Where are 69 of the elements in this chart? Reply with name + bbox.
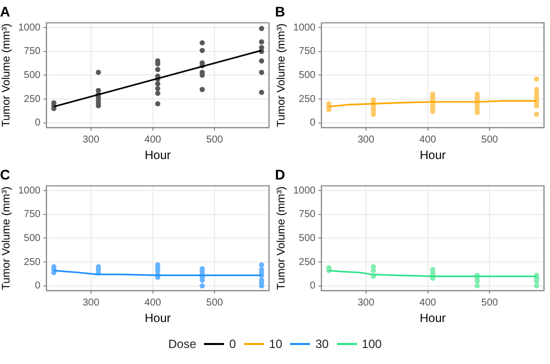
x-tick-label: 500 — [481, 134, 498, 146]
y-tick-label: 750 — [24, 46, 41, 58]
legend-label: 30 — [315, 337, 329, 351]
chart-title: C — [0, 166, 10, 182]
y-tick-label: 500 — [24, 232, 41, 244]
point — [155, 66, 160, 72]
y-tick-label: 0 — [310, 280, 316, 292]
legend-label: 10 — [268, 337, 282, 351]
x-tick-label: 500 — [206, 297, 224, 308]
point — [258, 90, 264, 95]
y-tick-label: 250 — [298, 256, 316, 268]
point — [155, 81, 160, 86]
point — [200, 283, 205, 288]
y-tick-label: 1000 — [293, 22, 316, 34]
x-tick-label: 300 — [82, 297, 100, 308]
y-tick-label: 250 — [24, 94, 41, 105]
x-tick-label: 400 — [144, 297, 162, 308]
y-tick-label: 0 — [34, 280, 41, 292]
point — [96, 70, 101, 75]
y-tick-label: 1000 — [293, 185, 316, 196]
y-axis-title: Tumor Volume (mm³) — [276, 23, 288, 127]
point — [534, 112, 540, 117]
y-tick-label: 0 — [34, 118, 41, 129]
point — [155, 86, 160, 92]
y-tick-label: 750 — [298, 46, 316, 58]
point — [200, 48, 205, 54]
y-axis-title: Tumor Volume (mm³) — [276, 186, 288, 290]
x-tick-label: 400 — [144, 134, 162, 146]
point — [534, 76, 540, 82]
y-tick-label: 250 — [298, 94, 316, 105]
point — [200, 40, 205, 46]
y-tick-label: 750 — [298, 209, 316, 220]
y-tick-label: 750 — [24, 209, 41, 220]
point — [258, 58, 264, 64]
y-tick-label: 500 — [298, 232, 316, 244]
point — [534, 283, 540, 288]
legend-label: 100 — [362, 337, 382, 351]
x-tick-label: 400 — [419, 134, 437, 146]
point — [258, 70, 264, 75]
point — [258, 26, 264, 32]
x-tick-label: 300 — [358, 297, 375, 308]
x-tick-label: 500 — [481, 297, 498, 308]
x-tick-label: 300 — [358, 134, 375, 146]
x-axis-title: Hour — [420, 148, 446, 162]
y-tick-label: 1000 — [18, 185, 41, 196]
point — [155, 90, 160, 96]
point — [258, 262, 264, 268]
y-axis-title: Tumor Volume (mm³) — [0, 23, 13, 127]
x-tick-label: 500 — [206, 134, 224, 146]
legend-title: Dose — [168, 337, 196, 351]
legend-label: 0 — [229, 337, 236, 351]
x-tick-label: 400 — [419, 297, 437, 308]
x-axis-title: Hour — [420, 311, 446, 326]
chart-title: A — [0, 3, 10, 20]
y-axis-title: Tumor Volume (mm³) — [0, 186, 13, 290]
y-tick-label: 500 — [298, 70, 316, 81]
point — [200, 86, 205, 92]
chart-title: D — [275, 166, 286, 182]
x-tick-label: 300 — [82, 134, 100, 146]
point — [258, 39, 264, 44]
point — [155, 101, 160, 106]
y-tick-label: 1000 — [18, 22, 41, 34]
y-tick-label: 0 — [310, 118, 316, 129]
y-tick-label: 500 — [24, 70, 41, 81]
chart-title: B — [275, 3, 286, 20]
x-axis-title: Hour — [144, 148, 171, 162]
x-axis-title: Hour — [144, 311, 171, 326]
y-tick-label: 250 — [24, 256, 41, 268]
point — [474, 283, 480, 288]
